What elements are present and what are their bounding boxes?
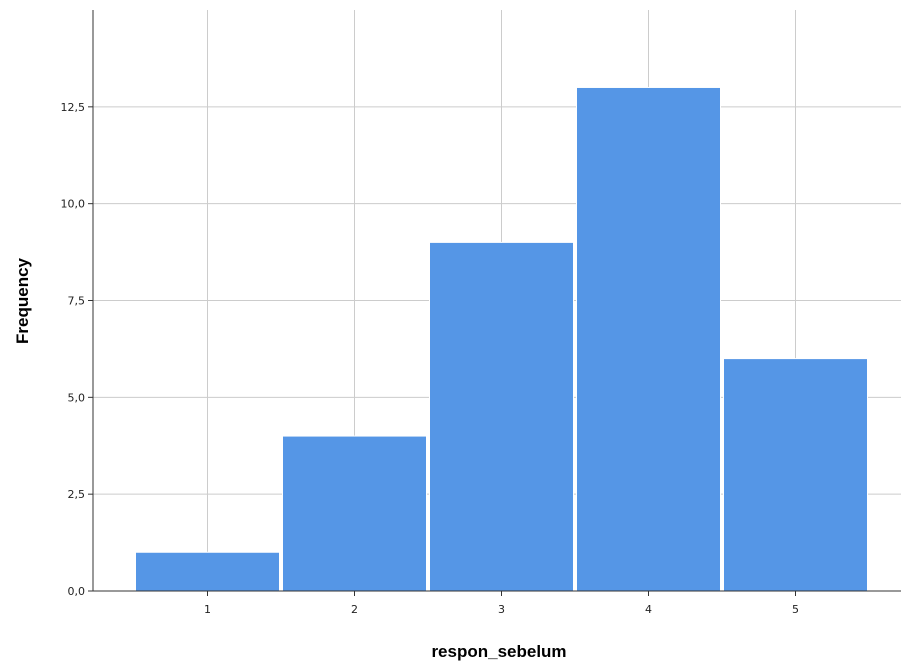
bar-3 — [429, 241, 574, 592]
bar-4 — [576, 86, 721, 592]
y-tick-label: 12,5 — [61, 101, 86, 114]
x-tick-label: 5 — [792, 603, 799, 616]
y-tick-label: 5,0 — [68, 391, 86, 404]
bar-1 — [135, 551, 280, 592]
x-tick-label: 1 — [204, 603, 211, 616]
x-tick-label: 3 — [498, 603, 505, 616]
bar-5 — [723, 358, 868, 592]
bar-2 — [282, 435, 427, 592]
y-axis-title: Frequency — [13, 257, 32, 344]
x-axis-title: respon_sebelum — [431, 642, 566, 661]
x-tick-label: 2 — [351, 603, 358, 616]
y-tick-label: 10,0 — [61, 198, 86, 211]
x-tick-label: 4 — [645, 603, 652, 616]
y-tick-label: 7,5 — [68, 295, 86, 308]
x-tick-labels: 1 2 3 4 5 — [204, 591, 799, 616]
y-tick-labels: 0,0 2,5 5,0 7,5 10,0 12,5 — [61, 101, 93, 598]
y-tick-label: 0,0 — [68, 585, 86, 598]
y-tick-label: 2,5 — [68, 488, 86, 501]
